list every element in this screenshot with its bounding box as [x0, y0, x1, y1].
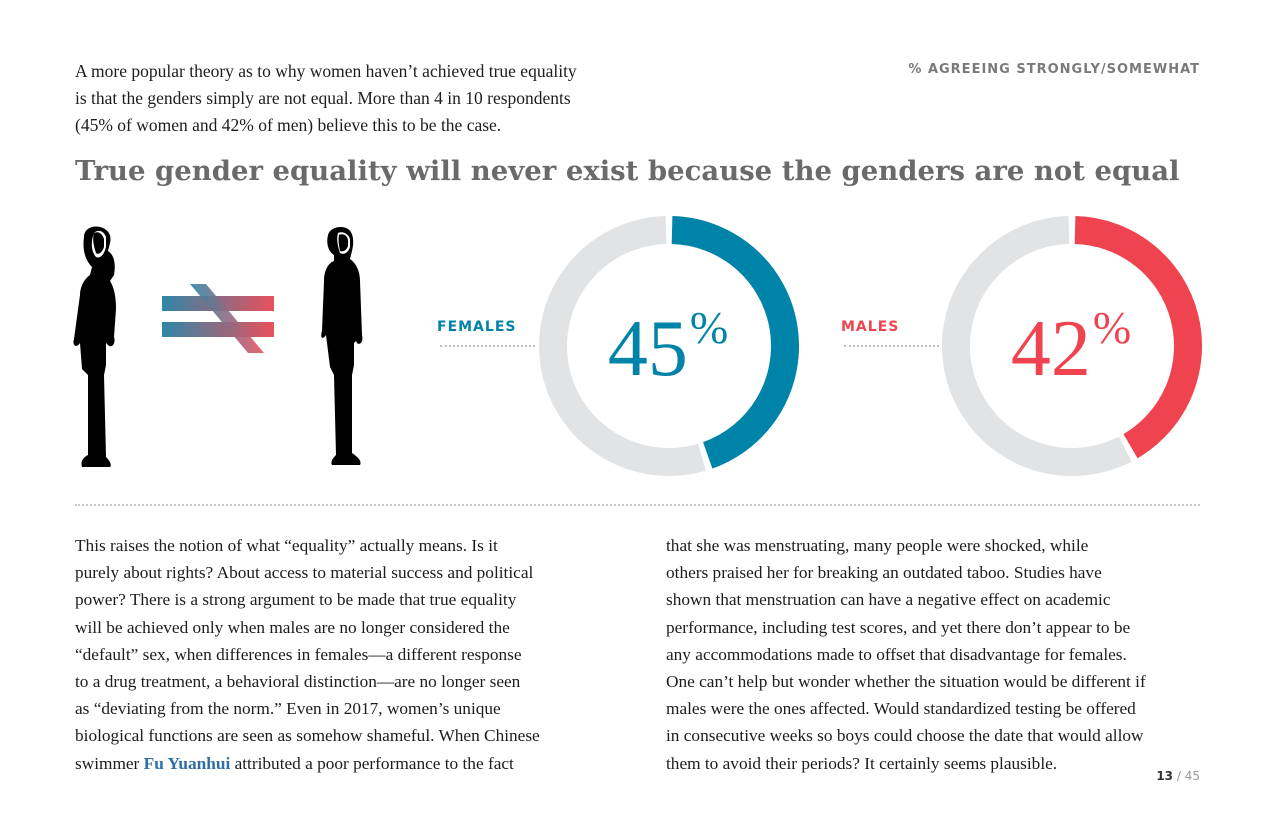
body-line: that she was menstruating, many people w…: [666, 536, 1089, 555]
body-line: “default” sex, when differences in femal…: [75, 644, 522, 664]
body-line: males were the ones affected. Would stan…: [666, 699, 1136, 719]
body-line: One can’t help but wonder whether the si…: [666, 672, 1146, 692]
females-leader-dots: [440, 345, 535, 347]
body-text: swimmer: [75, 753, 144, 773]
body-line: to a drug treatment, a behavioral distin…: [75, 672, 521, 692]
males-donut-chart: [942, 216, 1202, 476]
body-text: attributed a poor performance to the fac…: [230, 753, 514, 773]
females-label: FEMALES: [437, 319, 517, 335]
body-column-left: This raises the notion of what “equality…: [75, 532, 615, 777]
body-line: as “deviating from the norm.” Even in 20…: [75, 699, 501, 719]
page-total: / 45: [1176, 769, 1200, 783]
body-line: power? There is a strong argument to be …: [75, 590, 517, 610]
males-percentage-value: 42: [1010, 305, 1091, 393]
fu-yuanhui-link[interactable]: Fu Yuanhui: [143, 753, 231, 773]
chart-subtitle: % AGREEING STRONGLY/SOMEWHAT: [908, 62, 1200, 77]
body-line: any accommodations made to offset that d…: [666, 644, 1127, 664]
males-donut-track: [942, 216, 1132, 476]
body-column-right: that she was menstruating, many people w…: [666, 532, 1206, 777]
body-line: This raises the notion of what “equality…: [75, 536, 498, 555]
body-line: will be achieved only when males are no …: [75, 617, 510, 637]
section-divider: [75, 504, 1200, 506]
males-percentage-sign: %: [1092, 302, 1132, 353]
males-leader-dots: [844, 345, 939, 347]
body-line: them to avoid their periods? It certainl…: [666, 753, 1058, 773]
body-line: biological functions are seen as somehow…: [75, 726, 540, 746]
males-donut-value-arc: [1074, 216, 1202, 459]
females-donut-value-arc: [671, 216, 799, 469]
females-percentage: 45%: [538, 302, 798, 390]
intro-paragraph: A more popular theory as to why women ha…: [75, 58, 635, 139]
body-line: others praised her for breaking an outda…: [666, 563, 1102, 583]
females-percentage-sign: %: [689, 302, 729, 353]
chart-title: True gender equality will never exist be…: [75, 155, 1180, 187]
intro-line: is that the genders simply are not equal…: [75, 88, 571, 108]
body-line: shown that menstruation can have a negat…: [666, 590, 1111, 610]
males-percentage: 42%: [941, 302, 1201, 390]
intro-line: (45% of women and 42% of men) believe th…: [75, 115, 502, 135]
body-line: purely about rights? About access to mat…: [75, 563, 534, 583]
body-line: performance, including test scores, and …: [666, 617, 1131, 637]
males-label: MALES: [841, 319, 900, 335]
female-silhouette-icon: [73, 226, 116, 467]
page-number: 13 / 45: [1156, 769, 1200, 783]
body-line: swimmer Fu Yuanhui attributed a poor per…: [75, 750, 615, 777]
intro-line: A more popular theory as to why women ha…: [75, 61, 577, 81]
females-donut-chart: [539, 216, 799, 476]
page-current: 13: [1156, 769, 1174, 783]
females-donut-track: [539, 216, 706, 476]
male-silhouette-icon: [321, 227, 363, 465]
females-percentage-value: 45: [607, 305, 688, 393]
body-line: in consecutive weeks so boys could choos…: [666, 726, 1144, 746]
not-equal-icon: [162, 284, 274, 353]
